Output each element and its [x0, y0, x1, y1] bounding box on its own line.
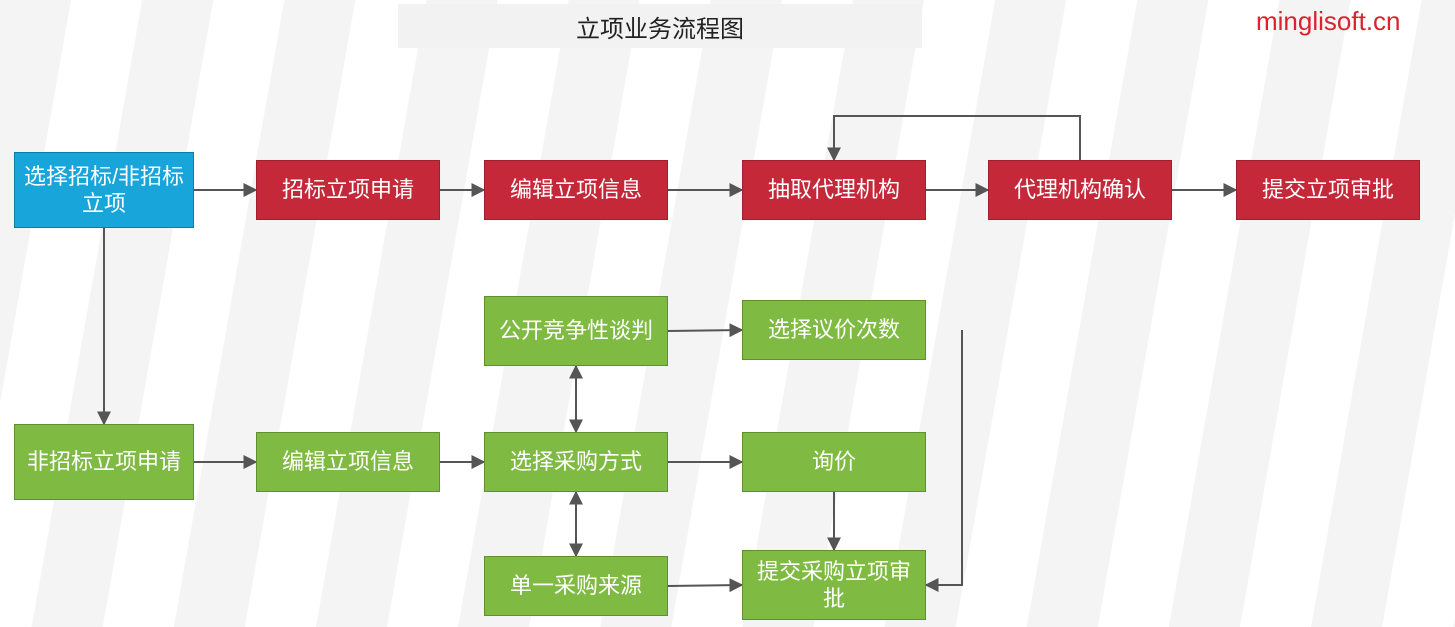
- node-label: 选择采购方式: [510, 448, 642, 476]
- background-stripes: [0, 0, 1455, 627]
- node-n_r2: 编辑立项信息: [484, 160, 668, 220]
- node-n_g4mid: 询价: [742, 432, 926, 492]
- node-n_g4top: 选择议价次数: [742, 300, 926, 360]
- edge-g4top_down_to_g5: [926, 330, 962, 585]
- node-label: 编辑立项信息: [282, 448, 414, 476]
- node-n_g3a: 公开竞争性谈判: [484, 296, 668, 366]
- node-n_r1: 招标立项申请: [256, 160, 440, 220]
- diagram-title: 立项业务流程图: [398, 4, 922, 48]
- node-label: 抽取代理机构: [768, 176, 900, 204]
- node-label: 提交立项审批: [1262, 176, 1394, 204]
- edge-n_g3a-n_g4top: [668, 330, 742, 331]
- diagram-title-text: 立项业务流程图: [576, 9, 744, 44]
- node-label: 编辑立项信息: [510, 176, 642, 204]
- node-n_start: 选择招标/非招标立项: [14, 152, 194, 228]
- node-n_g2: 编辑立项信息: [256, 432, 440, 492]
- node-label: 非招标立项申请: [27, 448, 181, 476]
- node-label: 询价: [812, 448, 856, 476]
- node-n_g3b: 单一采购来源: [484, 556, 668, 616]
- node-n_g5: 提交采购立项审批: [742, 550, 926, 620]
- node-label: 提交采购立项审批: [751, 558, 917, 613]
- node-label: 选择议价次数: [768, 316, 900, 344]
- edge-feedback_r4_to_r3: [834, 116, 1080, 160]
- node-label: 选择招标/非招标立项: [23, 163, 185, 218]
- node-n_r4: 代理机构确认: [988, 160, 1172, 220]
- node-label: 单一采购来源: [510, 572, 642, 600]
- node-n_r5: 提交立项审批: [1236, 160, 1420, 220]
- edge-n_g3b-n_g5: [668, 585, 742, 586]
- node-n_r3: 抽取代理机构: [742, 160, 926, 220]
- node-label: 代理机构确认: [1014, 176, 1146, 204]
- node-n_g1: 非招标立项申请: [14, 424, 194, 500]
- node-n_g3: 选择采购方式: [484, 432, 668, 492]
- node-label: 招标立项申请: [282, 176, 414, 204]
- watermark-text: minglisoft.cn: [1256, 6, 1401, 37]
- node-label: 公开竞争性谈判: [499, 317, 653, 345]
- edges-layer: [0, 0, 1455, 627]
